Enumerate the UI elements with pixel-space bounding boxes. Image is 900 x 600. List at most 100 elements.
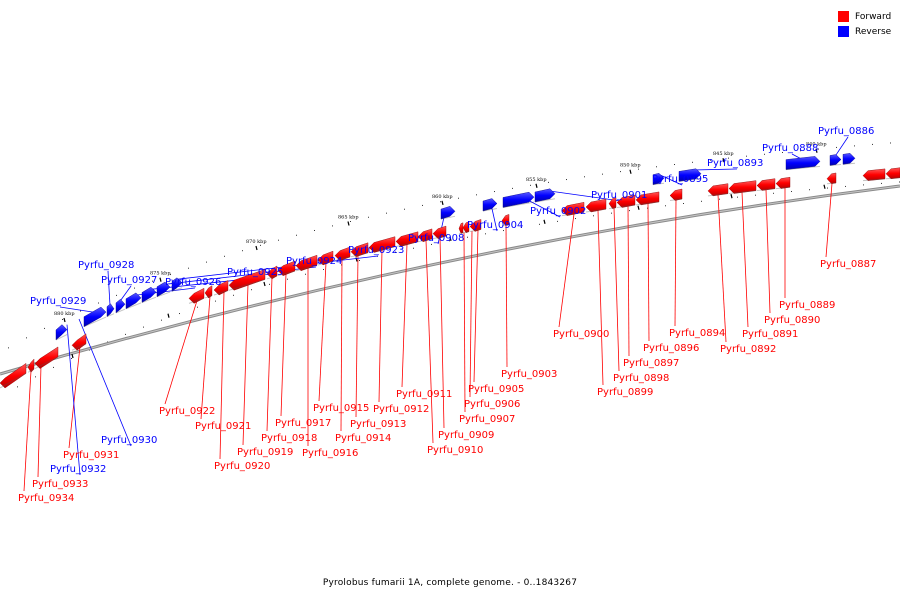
gene-label-pyrfu-0934[interactable]: Pyrfu_0934 bbox=[18, 493, 74, 504]
gene-label-pyrfu-0894[interactable]: Pyrfu_0894 bbox=[669, 328, 725, 339]
gene-label-pyrfu-0903[interactable]: Pyrfu_0903 bbox=[501, 369, 557, 380]
forward-gene-glyph[interactable] bbox=[608, 197, 617, 209]
gene-label-pyrfu-0919[interactable]: Pyrfu_0919 bbox=[237, 447, 293, 458]
gene-label-pyrfu-0929[interactable]: Pyrfu_0929 bbox=[30, 296, 86, 307]
forward-gene-glyph[interactable] bbox=[350, 242, 369, 257]
gene-label-pyrfu-0887[interactable]: Pyrfu_0887 bbox=[820, 259, 876, 270]
forward-gene-glyph[interactable] bbox=[826, 172, 837, 184]
forward-gene-glyph[interactable] bbox=[728, 180, 757, 194]
gene-label-pyrfu-0902[interactable]: Pyrfu_0902 bbox=[530, 206, 586, 217]
forward-gene-glyph[interactable] bbox=[756, 178, 776, 191]
forward-gene-glyph[interactable] bbox=[277, 260, 296, 276]
reverse-gene-glyph[interactable] bbox=[106, 303, 115, 318]
gene-label-pyrfu-0893[interactable]: Pyrfu_0893 bbox=[707, 158, 763, 169]
gene-label-pyrfu-0910[interactable]: Pyrfu_0910 bbox=[427, 445, 483, 456]
gene-label-pyrfu-0895[interactable]: Pyrfu_0895 bbox=[652, 174, 708, 185]
gene-label-pyrfu-0891[interactable]: Pyrfu_0891 bbox=[742, 329, 798, 340]
gene-label-pyrfu-0925[interactable]: Pyrfu_0925 bbox=[227, 267, 283, 278]
gene-label-pyrfu-0905[interactable]: Pyrfu_0905 bbox=[468, 384, 524, 395]
gene-label-pyrfu-0890[interactable]: Pyrfu_0890 bbox=[764, 315, 820, 326]
forward-gene-glyph[interactable] bbox=[295, 254, 318, 271]
reverse-gene-glyph[interactable] bbox=[502, 191, 535, 208]
gene-label-pyrfu-0897[interactable]: Pyrfu_0897 bbox=[623, 358, 679, 369]
gene-label-pyrfu-0928[interactable]: Pyrfu_0928 bbox=[78, 260, 134, 271]
forward-gene-glyph[interactable] bbox=[616, 194, 636, 208]
gene-label-pyrfu-0933[interactable]: Pyrfu_0933 bbox=[32, 479, 88, 490]
gene-label-pyrfu-0892[interactable]: Pyrfu_0892 bbox=[720, 344, 776, 355]
reverse-gene-glyph[interactable] bbox=[678, 168, 702, 182]
gene-label-pyrfu-0901[interactable]: Pyrfu_0901 bbox=[591, 190, 647, 201]
forward-gene-glyph[interactable] bbox=[458, 222, 464, 234]
forward-gene-glyph[interactable] bbox=[317, 250, 334, 266]
forward-gene-glyph[interactable] bbox=[71, 333, 87, 351]
gene-label-pyrfu-0912[interactable]: Pyrfu_0912 bbox=[373, 404, 429, 415]
forward-gene-glyph[interactable] bbox=[34, 346, 59, 369]
reverse-gene-glyph[interactable] bbox=[125, 292, 142, 310]
reverse-gene-glyph[interactable] bbox=[440, 206, 456, 220]
reverse-gene-glyph[interactable] bbox=[141, 286, 157, 303]
gene-label-pyrfu-0913[interactable]: Pyrfu_0913 bbox=[350, 419, 406, 430]
gene-label-pyrfu-0926[interactable]: Pyrfu_0926 bbox=[165, 277, 221, 288]
forward-gene-glyph[interactable] bbox=[266, 265, 278, 280]
gene-label-pyrfu-0907[interactable]: Pyrfu_0907 bbox=[459, 414, 515, 425]
gene-label-pyrfu-0915[interactable]: Pyrfu_0915 bbox=[313, 403, 369, 414]
forward-gene-glyph[interactable] bbox=[669, 188, 683, 201]
gene-label-pyrfu-0930[interactable]: Pyrfu_0930 bbox=[101, 435, 157, 446]
gene-label-pyrfu-0931[interactable]: Pyrfu_0931 bbox=[63, 450, 119, 461]
reverse-gene-glyph[interactable] bbox=[652, 173, 665, 185]
gene-label-pyrfu-0914[interactable]: Pyrfu_0914 bbox=[335, 433, 391, 444]
reverse-gene-glyph[interactable] bbox=[534, 188, 556, 203]
forward-gene-glyph[interactable] bbox=[432, 225, 447, 239]
forward-gene-glyph[interactable] bbox=[188, 287, 205, 304]
gene-label-pyrfu-0921[interactable]: Pyrfu_0921 bbox=[195, 421, 251, 432]
gene-label-pyrfu-0917[interactable]: Pyrfu_0917 bbox=[275, 418, 331, 429]
forward-gene-glyph[interactable] bbox=[395, 231, 419, 247]
gene-label-pyrfu-0916[interactable]: Pyrfu_0916 bbox=[302, 448, 358, 459]
gene-label-pyrfu-0909[interactable]: Pyrfu_0909 bbox=[438, 430, 494, 441]
forward-gene-glyph[interactable] bbox=[228, 269, 266, 291]
forward-gene-glyph[interactable] bbox=[885, 167, 900, 180]
reverse-gene-glyph[interactable] bbox=[171, 277, 183, 292]
forward-gene-glyph[interactable] bbox=[27, 358, 35, 373]
gene-label-pyrfu-0899[interactable]: Pyrfu_0899 bbox=[597, 387, 653, 398]
gene-label-pyrfu-0904[interactable]: Pyrfu_0904 bbox=[467, 220, 523, 231]
reverse-gene-glyph[interactable] bbox=[83, 306, 107, 328]
reverse-gene-glyph[interactable] bbox=[842, 153, 856, 165]
reverse-gene-glyph[interactable] bbox=[115, 298, 126, 314]
reverse-gene-glyph[interactable] bbox=[55, 324, 68, 341]
forward-gene-glyph[interactable] bbox=[585, 198, 607, 213]
reverse-gene-glyph[interactable] bbox=[829, 154, 842, 166]
reverse-gene-glyph[interactable] bbox=[785, 156, 821, 170]
gene-label-pyrfu-0908[interactable]: Pyrfu_0908 bbox=[408, 233, 464, 244]
gene-label-pyrfu-0918[interactable]: Pyrfu_0918 bbox=[261, 433, 317, 444]
reverse-gene-glyph[interactable] bbox=[156, 281, 171, 298]
gene-label-pyrfu-0906[interactable]: Pyrfu_0906 bbox=[464, 399, 520, 410]
gene-label-pyrfu-0886[interactable]: Pyrfu_0886 bbox=[818, 126, 874, 137]
gene-label-pyrfu-0898[interactable]: Pyrfu_0898 bbox=[613, 373, 669, 384]
gene-label-pyrfu-0911[interactable]: Pyrfu_0911 bbox=[396, 389, 452, 400]
forward-gene-glyph[interactable] bbox=[862, 168, 886, 181]
gene-label-pyrfu-0888[interactable]: Pyrfu_0888 bbox=[762, 143, 818, 154]
gene-label-pyrfu-0927[interactable]: Pyrfu_0927 bbox=[101, 275, 157, 286]
reverse-gene-glyph[interactable] bbox=[482, 198, 498, 212]
forward-gene-glyph[interactable] bbox=[635, 191, 660, 206]
forward-gene-glyph[interactable] bbox=[417, 228, 433, 242]
forward-gene-glyph[interactable] bbox=[561, 202, 585, 216]
gene-label-pyrfu-0923[interactable]: Pyrfu_0923 bbox=[348, 245, 404, 256]
gene-label-pyrfu-0889[interactable]: Pyrfu_0889 bbox=[779, 300, 835, 311]
gene-label-pyrfu-0896[interactable]: Pyrfu_0896 bbox=[643, 343, 699, 354]
forward-gene-glyph[interactable] bbox=[775, 176, 791, 189]
forward-gene-glyph[interactable] bbox=[462, 221, 470, 234]
gene-label-pyrfu-0920[interactable]: Pyrfu_0920 bbox=[214, 461, 270, 472]
gene-label-pyrfu-0922[interactable]: Pyrfu_0922 bbox=[159, 406, 215, 417]
forward-gene-glyph[interactable] bbox=[368, 236, 396, 253]
gene-label-pyrfu-0932[interactable]: Pyrfu_0932 bbox=[50, 464, 106, 475]
forward-gene-glyph[interactable] bbox=[213, 280, 229, 296]
forward-gene-glyph[interactable] bbox=[469, 219, 482, 232]
forward-gene-glyph[interactable] bbox=[204, 285, 213, 299]
forward-gene-glyph[interactable] bbox=[501, 214, 510, 226]
forward-gene-glyph[interactable] bbox=[334, 246, 351, 261]
gene-label-pyrfu-0924[interactable]: Pyrfu_0924 bbox=[286, 256, 342, 267]
gene-label-pyrfu-0900[interactable]: Pyrfu_0900 bbox=[553, 329, 609, 340]
forward-gene-glyph[interactable] bbox=[707, 183, 729, 197]
